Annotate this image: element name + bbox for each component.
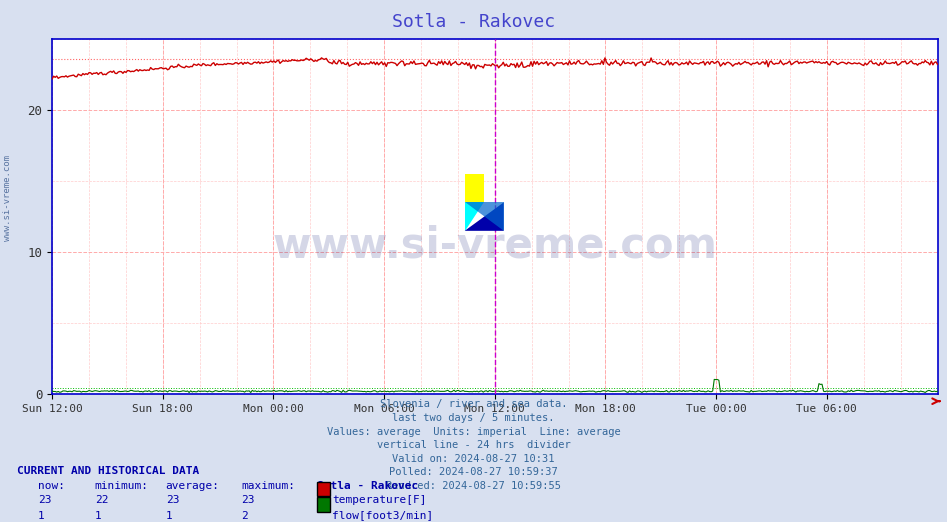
Text: 1: 1 <box>166 511 172 520</box>
Polygon shape <box>465 203 484 231</box>
Bar <box>465 174 484 203</box>
Text: CURRENT AND HISTORICAL DATA: CURRENT AND HISTORICAL DATA <box>17 466 199 476</box>
Text: 22: 22 <box>95 495 108 505</box>
Text: maximum:: maximum: <box>241 481 295 491</box>
Text: Slovenia / river and sea data.
last two days / 5 minutes.
Values: average  Units: Slovenia / river and sea data. last two … <box>327 399 620 491</box>
Text: www.si-vreme.com: www.si-vreme.com <box>3 156 12 241</box>
Text: 2: 2 <box>241 511 248 520</box>
Text: Sotla - Rakovec: Sotla - Rakovec <box>392 13 555 31</box>
Text: temperature[F]: temperature[F] <box>332 495 427 505</box>
Text: 23: 23 <box>38 495 51 505</box>
Text: average:: average: <box>166 481 220 491</box>
Text: flow[foot3/min]: flow[foot3/min] <box>332 511 434 520</box>
Text: 23: 23 <box>166 495 179 505</box>
Text: 23: 23 <box>241 495 255 505</box>
Text: www.si-vreme.com: www.si-vreme.com <box>273 224 717 266</box>
Text: 1: 1 <box>38 511 45 520</box>
Text: minimum:: minimum: <box>95 481 149 491</box>
Polygon shape <box>465 203 504 231</box>
Text: Sotla - Rakovec: Sotla - Rakovec <box>317 481 419 491</box>
Polygon shape <box>465 203 504 231</box>
Text: now:: now: <box>38 481 65 491</box>
Text: 1: 1 <box>95 511 101 520</box>
